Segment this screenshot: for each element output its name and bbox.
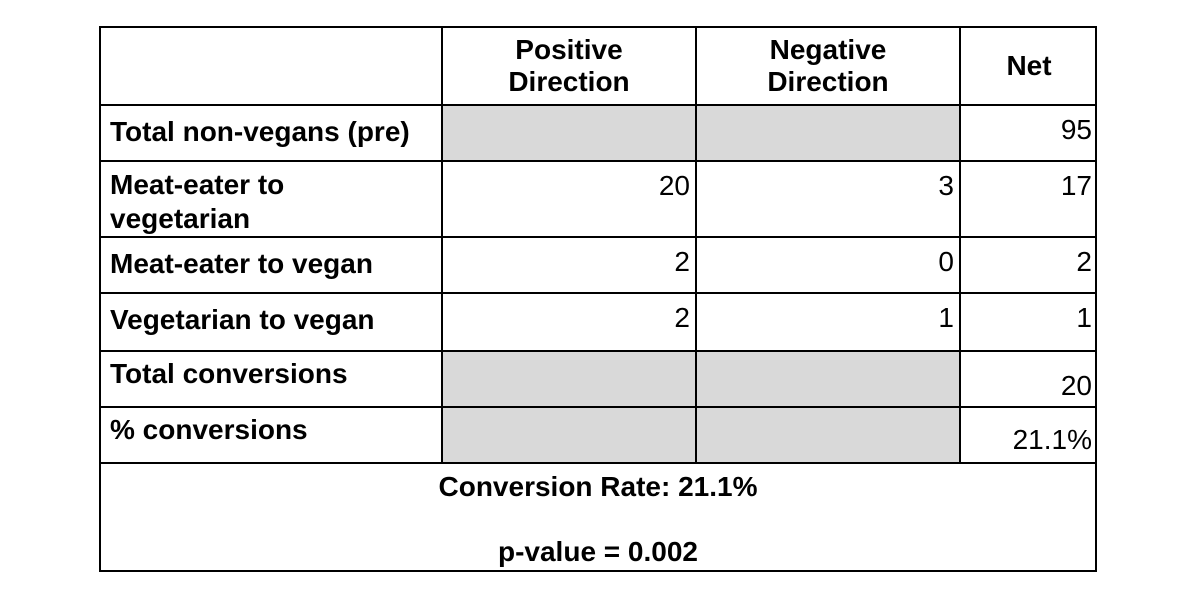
row-meat-eater-to-vegan-net: 2 [961,238,1097,294]
p-value-text: p-value = 0.002 [497,536,698,567]
row-meat-eater-to-vegetarian-net: 17 [961,162,1097,238]
header-negative-direction: Negative Direction [697,28,961,106]
conversion-table: Positive Direction Negative Direction Ne… [99,26,1097,572]
row-label-vegetarian-to-vegan: Vegetarian to vegan [101,294,443,352]
table-footer: Conversion Rate: 21.1% p-value = 0.002 [101,462,1095,570]
header-positive-direction: Positive Direction [443,28,697,106]
row-total-non-vegans-negative [697,106,961,162]
row-meat-eater-to-vegan-positive: 2 [443,238,697,294]
header-corner-cell [101,28,443,106]
row-label-total-conversions: Total conversions [101,352,443,408]
row-total-conversions-net: 20 [961,352,1097,408]
row-total-conversions-positive [443,352,697,408]
row-meat-eater-to-vegan-negative: 0 [697,238,961,294]
header-net: Net [961,28,1097,106]
row-total-non-vegans-positive [443,106,697,162]
row-label-meat-eater-to-vegetarian: Meat-eater to vegetarian [101,162,443,238]
row-percent-conversions-positive [443,408,697,464]
row-vegetarian-to-vegan-positive: 2 [443,294,697,352]
row-meat-eater-to-vegetarian-positive: 20 [443,162,697,238]
row-label-total-non-vegans: Total non-vegans (pre) [101,106,443,162]
row-total-conversions-negative [697,352,961,408]
row-total-non-vegans-net: 95 [961,106,1097,162]
conversion-rate-text: Conversion Rate: 21.1% [438,471,758,502]
row-vegetarian-to-vegan-net: 1 [961,294,1097,352]
row-percent-conversions-net: 21.1% [961,408,1097,464]
row-label-percent-conversions: % conversions [101,408,443,464]
row-label-meat-eater-to-vegan: Meat-eater to vegan [101,238,443,294]
row-meat-eater-to-vegetarian-negative: 3 [697,162,961,238]
row-percent-conversions-negative [697,408,961,464]
row-vegetarian-to-vegan-negative: 1 [697,294,961,352]
